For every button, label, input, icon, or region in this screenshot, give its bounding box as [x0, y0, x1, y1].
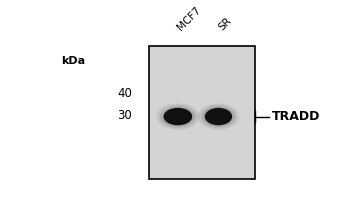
Bar — [149, 46, 256, 179]
Ellipse shape — [198, 103, 239, 130]
Ellipse shape — [160, 106, 196, 127]
Ellipse shape — [164, 108, 192, 125]
Ellipse shape — [201, 106, 236, 127]
Text: SR: SR — [217, 16, 234, 33]
Text: MCF7: MCF7 — [176, 5, 203, 33]
Text: TRADD: TRADD — [272, 110, 320, 123]
Text: 30: 30 — [117, 109, 132, 122]
Ellipse shape — [156, 103, 199, 130]
Text: 40: 40 — [117, 87, 132, 100]
Ellipse shape — [205, 108, 232, 125]
Text: kDa: kDa — [61, 56, 85, 66]
